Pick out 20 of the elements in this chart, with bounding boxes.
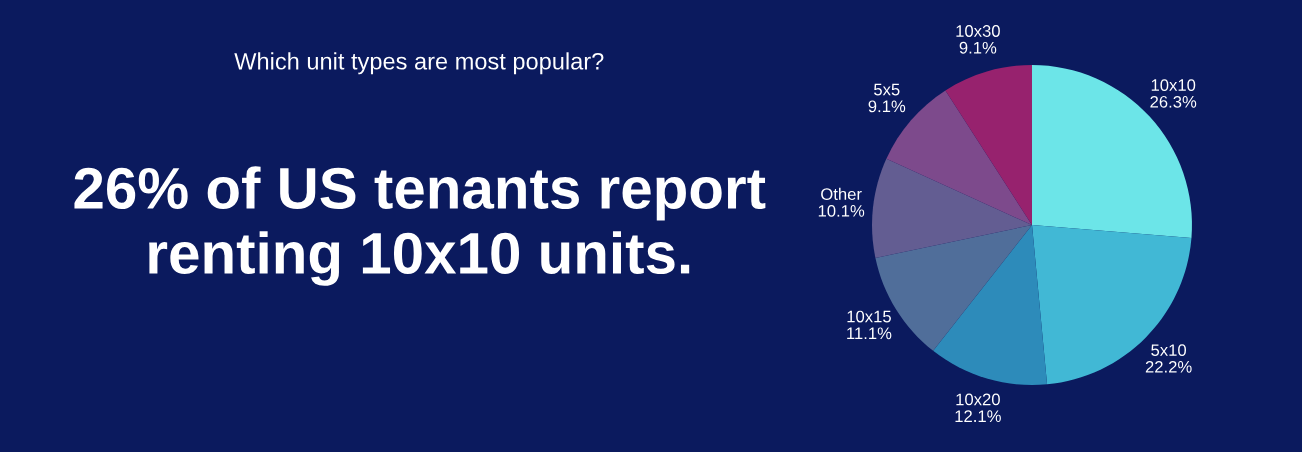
slice-label: 10x15 — [847, 310, 891, 323]
pie-slice — [1032, 225, 1192, 385]
text: Which unit types are most popular? — [234, 52, 604, 75]
slice-label: Other — [821, 187, 862, 201]
pie-slice — [945, 65, 1032, 225]
text: 26% of US tenants report renting 10x10 units. — [74, 166, 766, 286]
data-label: 22.2% — [1145, 360, 1192, 373]
data-label: 10.1% — [818, 204, 865, 217]
pie-slice — [872, 158, 1032, 258]
slice-label: 10x20 — [956, 393, 1000, 406]
slice-label: 10x30 — [956, 25, 1000, 37]
slice-label: 5x5 — [874, 83, 900, 96]
data-label: 26.3% — [1150, 95, 1197, 108]
slice-label: 10x10 — [1151, 79, 1196, 91]
data-label: 11.1% — [847, 327, 892, 340]
data-label: 9.1% — [959, 41, 997, 54]
data-label: 9.1% — [868, 100, 906, 113]
pie-slice — [933, 225, 1048, 385]
data-label: 12.1% — [955, 410, 1001, 422]
slice-label: 5x10 — [1151, 344, 1187, 357]
